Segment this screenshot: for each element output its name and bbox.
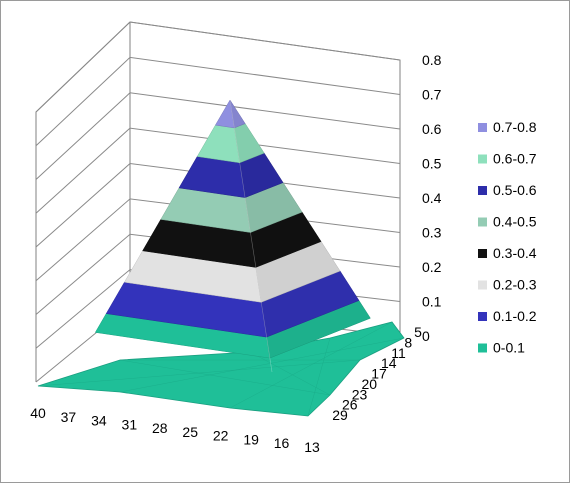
band-0.6-0.7 (196, 124, 240, 164)
legend-label: 0.2-0.3 (493, 277, 537, 293)
legend-swatch (478, 217, 487, 227)
band-0-0.1 (37, 321, 405, 417)
y-tick-label: 26 (342, 397, 358, 413)
x-tick-label: 28 (152, 420, 168, 436)
band-0.7-0.8 (229, 99, 246, 129)
x-tick-label: 34 (91, 413, 107, 429)
legend-swatch (478, 123, 487, 132)
x-tick-label: 13 (304, 439, 320, 455)
legend: 0.7-0.8 0.6-0.7 0.5-0.6 0.4-0.5 0.3-0.4 0.2-0… (478, 119, 537, 356)
floor-mesh-line (229, 321, 393, 409)
z-tick-label: 0.4 (422, 190, 442, 206)
x-tick-label: 22 (213, 428, 229, 444)
z-tick-label: 0.1 (422, 294, 442, 310)
x-tick-label: 16 (274, 435, 290, 451)
floor-mesh-line (119, 359, 331, 396)
legend-swatch (478, 312, 487, 321)
gridline (35, 198, 401, 282)
z-tick-label: 0.8 (422, 52, 442, 68)
y-tick-label: 5 (414, 324, 422, 340)
gridline (35, 92, 401, 180)
x-tick-label: 25 (182, 424, 198, 440)
x-tick-label: 19 (243, 431, 259, 447)
legend-swatch (478, 154, 487, 164)
y-tick-label: 17 (371, 366, 387, 382)
legend-swatch (478, 249, 487, 258)
legend-label: 0.7-0.8 (493, 119, 537, 135)
legend-swatch (478, 343, 487, 353)
floor-mesh-line (249, 351, 331, 396)
legend-label: 0.6-0.7 (493, 151, 537, 167)
y-tick-label: 14 (381, 355, 397, 371)
y-tick-label: 23 (352, 386, 368, 402)
gridline (35, 56, 401, 147)
gridline (35, 21, 401, 113)
legend-swatch (478, 186, 487, 195)
z-tick-label: 0.6 (422, 121, 442, 137)
x-axis-tick-labels: 40 37 34 31 28 25 22 19 16 13 (30, 405, 320, 455)
floor-mesh-line (119, 337, 405, 393)
z-tick-label: 0.2 (422, 259, 442, 275)
x-tick-label: 31 (122, 416, 138, 432)
z-tick-label: 0.5 (422, 156, 442, 172)
legend-label: 0-0.1 (493, 340, 525, 356)
surface-peak (94, 99, 371, 373)
y-tick-label: 11 (391, 345, 406, 361)
z-tick-label: 0 (422, 328, 430, 344)
z-tick-label: 0.7 (422, 87, 442, 103)
peak-ridge (229, 99, 273, 373)
z-axis-tick-labels: 0 0.1 0.2 0.3 0.4 0.5 0.6 0.7 0.8 (422, 52, 442, 344)
legend-label: 0.1-0.2 (493, 308, 537, 324)
x-tick-label: 40 (30, 405, 46, 421)
y-tick-label: 29 (332, 407, 348, 423)
gridline (35, 162, 401, 248)
legend-label: 0.5-0.6 (493, 182, 537, 198)
surface-floor (37, 321, 405, 417)
z-tick-label: 0.3 (422, 225, 442, 241)
x-tick-label: 37 (61, 409, 77, 425)
legend-label: 0.3-0.4 (493, 245, 537, 261)
legend-label: 0.4-0.5 (493, 214, 537, 230)
floor-mesh-line (307, 337, 331, 417)
gridlines (35, 21, 401, 383)
y-tick-label: 8 (404, 334, 412, 350)
y-tick-label: 20 (361, 376, 377, 392)
legend-swatch (478, 280, 487, 290)
gridline (35, 127, 401, 214)
